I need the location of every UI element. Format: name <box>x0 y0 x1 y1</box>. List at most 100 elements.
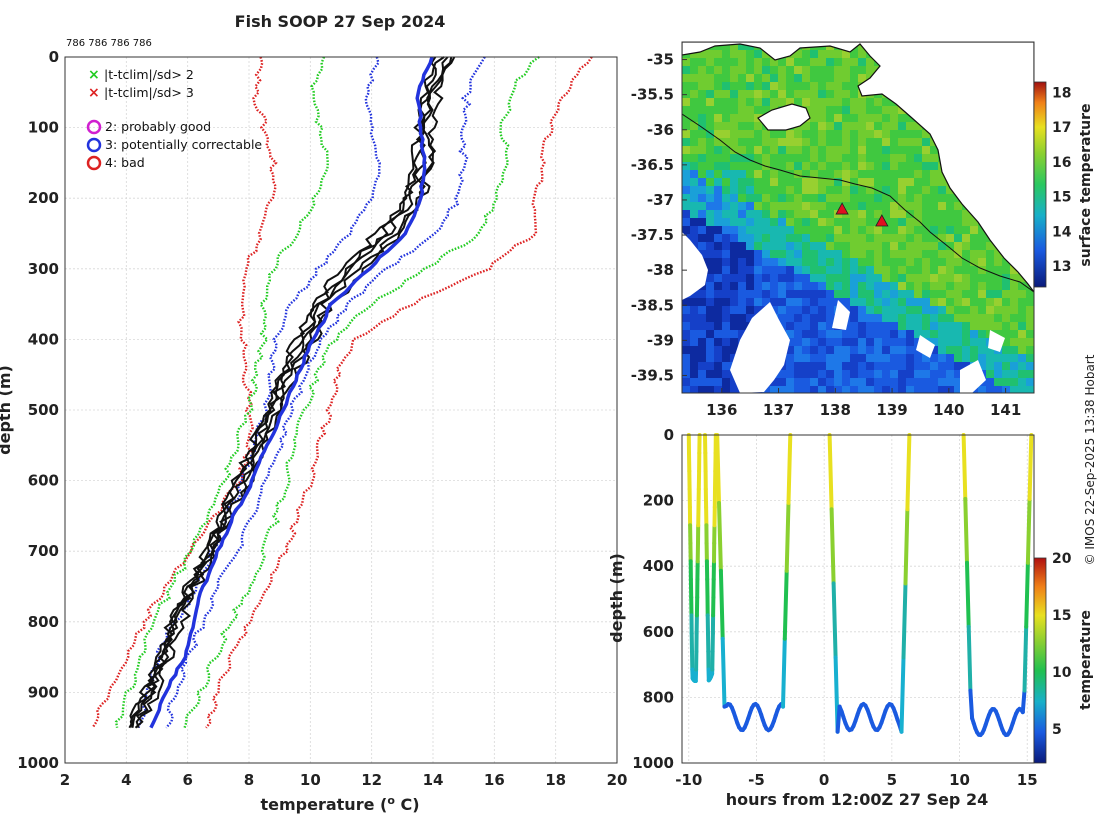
sst-cell <box>834 90 842 98</box>
sst-cell <box>746 226 754 234</box>
sst-cell <box>962 346 970 354</box>
sst-cell <box>954 386 962 393</box>
sst-cell <box>738 234 746 242</box>
dive-segment <box>968 688 975 721</box>
sst-cell <box>722 234 730 242</box>
sst-cell <box>906 274 914 282</box>
sst-map: 136 137 138 139 140 141-35-35.5-36-36.5-37-37… <box>631 41 1094 419</box>
sst-cell <box>714 322 722 330</box>
sst-colorbar-tick: 14 <box>1052 224 1072 240</box>
sst-cell <box>970 242 978 250</box>
sst-cell <box>850 202 858 210</box>
sst-cell <box>898 290 906 298</box>
sst-cell <box>994 258 1002 266</box>
sst-cell <box>738 258 746 266</box>
sst-cell <box>722 154 730 162</box>
sst-cell <box>682 226 690 234</box>
sst-cell <box>970 298 978 306</box>
sst-cell <box>714 330 722 338</box>
sst-cell <box>802 322 810 330</box>
sst-cell <box>730 242 738 250</box>
land-island <box>757 103 811 131</box>
sst-cell <box>722 250 730 258</box>
sst-cell <box>970 234 978 242</box>
sst-cell <box>714 258 722 266</box>
sst-cell <box>698 90 706 98</box>
sst-cell <box>714 362 722 370</box>
sst-cell <box>834 338 842 346</box>
sst-cell <box>1002 378 1010 386</box>
sst-cell <box>954 338 962 346</box>
sst-cell <box>938 330 946 338</box>
sst-cell <box>754 258 762 266</box>
sst-cell <box>874 378 882 386</box>
sst-cell <box>762 298 770 306</box>
sst-cell <box>722 218 730 226</box>
sst-cell <box>914 122 922 130</box>
sst-cell <box>754 170 762 178</box>
sst-cell <box>754 298 762 306</box>
sst-cell <box>818 322 826 330</box>
sst-cell <box>786 66 794 74</box>
sst-cell <box>770 242 778 250</box>
sst-cell <box>770 218 778 226</box>
sst-cell <box>1010 282 1018 290</box>
sst-cell <box>714 338 722 346</box>
sst-cell <box>898 218 906 226</box>
sst-cell <box>938 186 946 194</box>
sst-cell <box>954 362 962 370</box>
sst-cell <box>826 82 834 90</box>
sst-cell <box>986 282 994 290</box>
sst-cell <box>938 218 946 226</box>
sst-cell <box>810 178 818 186</box>
sst-cell <box>826 274 834 282</box>
sst-cell <box>730 338 738 346</box>
sst-cell <box>874 178 882 186</box>
dt-dives <box>686 433 1034 737</box>
sst-cell <box>930 362 938 370</box>
sst-cell <box>866 58 874 66</box>
sst-cell <box>778 314 786 322</box>
sst-cell <box>746 258 754 266</box>
sst-cell <box>810 186 818 194</box>
dive-segment <box>781 636 787 709</box>
sst-cell <box>786 218 794 226</box>
sst-cell <box>834 106 842 114</box>
profile-xtick: 16 <box>484 771 505 789</box>
sst-cell <box>722 266 730 274</box>
sst-cell <box>906 266 914 274</box>
sst-cell <box>922 330 930 338</box>
sst-cell <box>938 194 946 202</box>
sst-cell <box>698 346 706 354</box>
sst-cell <box>738 130 746 138</box>
sst-cell <box>786 330 794 338</box>
sst-cell <box>690 370 698 378</box>
sst-cell <box>874 242 882 250</box>
sst-cell <box>690 378 698 386</box>
legend-flag-label: 3: potentially correctable <box>105 137 262 152</box>
sst-cell <box>690 306 698 314</box>
temp-colorbar-tick: 20 <box>1052 551 1072 567</box>
sst-cell <box>842 194 850 202</box>
sst-cell <box>818 258 826 266</box>
sst-cell <box>986 354 994 362</box>
sst-cell <box>874 346 882 354</box>
sst-cell <box>818 370 826 378</box>
sst-cell <box>898 210 906 218</box>
sst-cell <box>946 386 954 393</box>
sst-cell <box>938 290 946 298</box>
sst-cell <box>794 314 802 322</box>
sst-cell <box>866 330 874 338</box>
sst-cell <box>906 138 914 146</box>
map-xtick: 141 <box>990 401 1021 419</box>
sst-cell <box>762 186 770 194</box>
sst-cell <box>802 202 810 210</box>
sst-cell <box>986 322 994 330</box>
sst-cell <box>858 290 866 298</box>
sst-cell <box>850 354 858 362</box>
sst-cell <box>714 250 722 258</box>
sst-cell <box>874 266 882 274</box>
sst-cell <box>738 266 746 274</box>
sst-cell <box>962 314 970 322</box>
sst-cell <box>746 178 754 186</box>
